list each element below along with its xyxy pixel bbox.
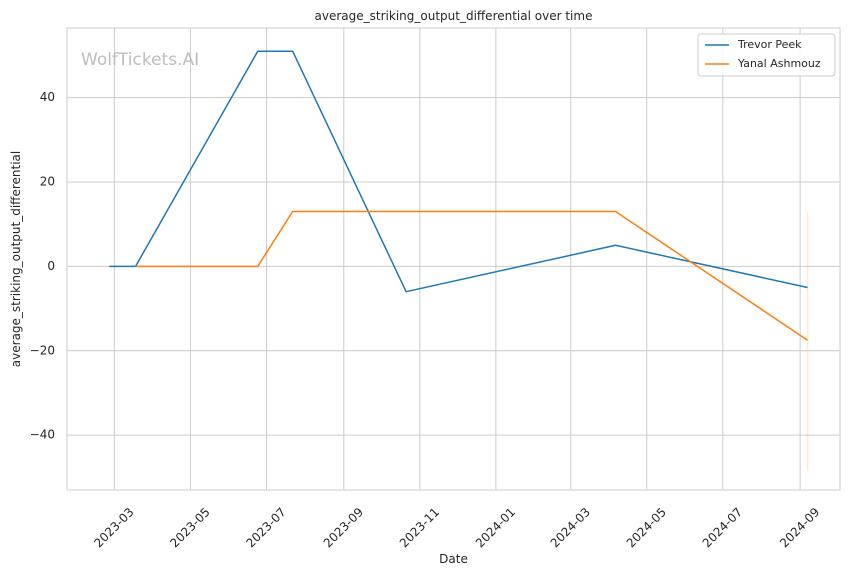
legend-box (697, 33, 836, 77)
y-tick-label: 40 (40, 90, 55, 104)
x-tick-label: 2024-09 (777, 505, 822, 550)
x-tick-label: 2024-07 (700, 505, 745, 550)
grid (67, 28, 840, 490)
series-layer (109, 50, 808, 341)
y-tick-label: −40 (30, 428, 55, 442)
chart-title: average_striking_output_differential ove… (315, 9, 593, 23)
x-tick-label: 2023-05 (167, 505, 212, 550)
legend: Trevor Peek Yanal Ashmouz (697, 33, 836, 77)
x-axis-label: Date (439, 552, 468, 566)
x-tick-label: 2024-05 (624, 505, 669, 550)
legend-entry-yanal-ashmouz: Yanal Ashmouz (737, 57, 821, 70)
plot-frame (66, 27, 841, 491)
y-axis-label: average_striking_output_differential (9, 151, 23, 367)
y-tick-label: 20 (40, 175, 55, 189)
x-tick-label: 2023-07 (243, 505, 288, 550)
series-line-trevor-peek (109, 50, 808, 293)
legend-entry-trevor-peek: Trevor Peek (737, 38, 802, 51)
y-axis-ticks: 40 20 0 −20 −40 (30, 90, 55, 442)
x-tick-label: 2023-09 (321, 505, 366, 550)
x-tick-label: 2024-03 (548, 505, 593, 550)
x-tick-label: 2023-11 (397, 505, 442, 550)
x-tick-label: 2023-03 (91, 505, 136, 550)
x-tick-label: 2024-01 (473, 505, 518, 550)
y-tick-label: −20 (30, 343, 55, 357)
series-line-yanal-ashmouz (135, 210, 808, 341)
x-axis-ticks: 2023-03 2023-05 2023-07 2023-09 2023-11 2024-… (91, 505, 822, 550)
watermark: WolfTickets.AI (81, 50, 199, 70)
y-tick-label: 0 (47, 259, 55, 273)
